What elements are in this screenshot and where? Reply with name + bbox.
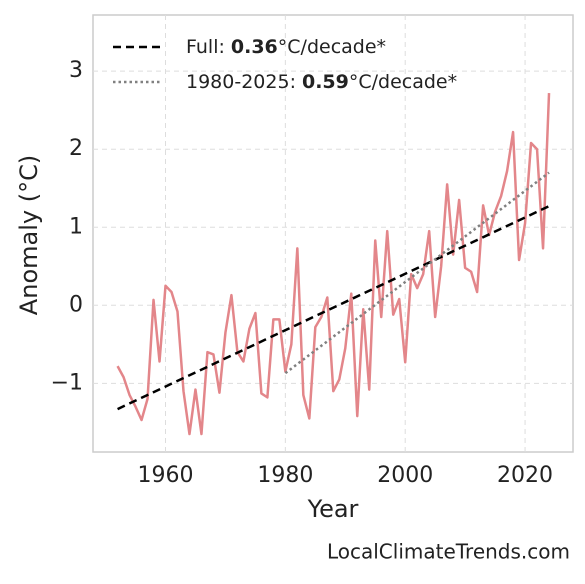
watermark: LocalClimateTrends.com: [327, 540, 570, 564]
legend-label: 1980-2025: 0.59°C/decade*: [186, 71, 457, 93]
y-axis-label: Anomaly (°C): [15, 155, 43, 315]
x-tick-label: 2000: [377, 463, 433, 488]
plot-frame: [92, 14, 574, 453]
y-tick-label: 1: [69, 214, 83, 239]
legend-unit: °C/decade*: [278, 36, 386, 58]
series-line: [284, 171, 550, 375]
legend-name: 1980-2025:: [186, 71, 296, 93]
legend-slope: 0.36: [231, 36, 278, 58]
y-tick-label: 3: [69, 58, 83, 83]
legend-unit: °C/decade*: [349, 71, 457, 93]
x-tick-label: 1980: [257, 463, 313, 488]
y-tick-label: 0: [69, 292, 83, 317]
legend-label: Full: 0.36°C/decade*: [186, 36, 386, 58]
legend-name: Full:: [186, 36, 225, 58]
legend-slope: 0.59: [302, 71, 349, 93]
y-tick-label: 2: [69, 136, 83, 161]
y-tick-label: −1: [51, 370, 83, 395]
series-line: [116, 92, 551, 436]
x-tick-label: 1960: [138, 463, 194, 488]
series-line: [117, 205, 550, 411]
x-axis-label: Year: [307, 495, 359, 523]
x-tick-label: 2020: [497, 463, 553, 488]
